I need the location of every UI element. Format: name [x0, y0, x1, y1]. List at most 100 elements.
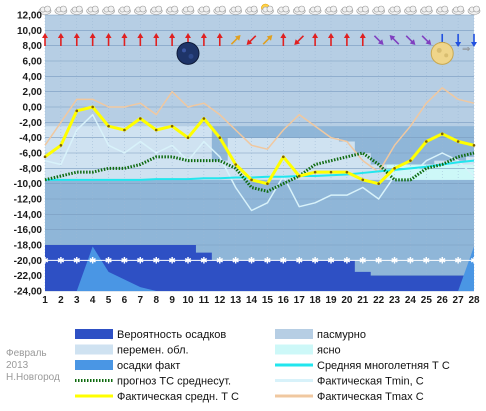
precip-marker: ✱ — [105, 256, 113, 266]
wind-arrow-icon — [343, 33, 350, 46]
tmean-point — [154, 128, 158, 132]
precip-marker: ✱ — [295, 256, 303, 266]
wind-arrow-icon — [421, 35, 432, 45]
wind-arrow-icon — [262, 35, 273, 45]
x-tick-label: 28 — [468, 295, 480, 306]
wind-arrow-icon — [312, 33, 319, 46]
watermark: Февраль 2013 Н.Новгород — [6, 348, 60, 384]
y-tick-label: -24,00 — [14, 287, 43, 298]
forecast-line — [44, 151, 475, 193]
legend-item: ясно — [275, 344, 341, 357]
legend-label: Средняя многолетняя Т С — [317, 360, 450, 372]
x-tick-label: 8 — [153, 295, 159, 306]
watermark-month: Февраль — [6, 348, 47, 359]
tmean-point — [297, 174, 301, 178]
wind-arrow-icon — [405, 35, 416, 45]
wind-arrow-icon — [455, 34, 462, 47]
y-tick-label: 0,00 — [23, 103, 43, 114]
x-tick-label: 26 — [437, 295, 449, 306]
legend-swatch — [275, 344, 313, 355]
x-tick-label: 4 — [90, 295, 96, 306]
x-tick-label: 23 — [389, 295, 401, 306]
cloud-icon — [467, 5, 481, 15]
cloud-icon — [38, 5, 52, 15]
precip-marker: ✱ — [168, 256, 176, 266]
precip-marker: ✱ — [280, 256, 288, 266]
cloud-icon — [213, 5, 227, 15]
legend-item: Фактическая Tmax C — [275, 391, 424, 403]
precip-marker: ✱ — [454, 256, 462, 266]
y-tick-label: -22,00 — [14, 271, 43, 282]
precip-probability-area — [45, 245, 474, 291]
y-tick-label: -14,00 — [14, 210, 43, 221]
y-tick-label: -18,00 — [14, 241, 43, 252]
tmean-point — [361, 178, 365, 182]
tmean-point — [345, 170, 349, 174]
wind-arrow-icon — [73, 33, 80, 46]
wind-arrow-icon — [153, 33, 160, 46]
tmean-point — [107, 124, 110, 128]
cloud-icon — [165, 5, 179, 15]
y-tick-label: -4,00 — [19, 133, 42, 144]
x-tick-label: 3 — [74, 295, 80, 306]
precip-marker: ✱ — [57, 256, 65, 266]
precip-marker: ✱ — [89, 256, 97, 266]
cloud-icon — [245, 5, 258, 15]
legend-label: ясно — [317, 345, 341, 357]
wind-arrow-icon — [105, 33, 112, 46]
sun-cloud-icon — [261, 3, 274, 15]
watermark-city: Н.Новгород — [6, 372, 60, 383]
legend: Вероятность осадков пасмурно перемен. обл.… — [75, 329, 450, 403]
y-tick-label: 2,00 — [23, 87, 43, 98]
precip-marker: ✱ — [407, 256, 415, 266]
wind-arrow-icon — [389, 35, 400, 45]
legend-item: Средняя многолетняя Т С — [275, 360, 450, 372]
legend-swatch — [275, 329, 313, 339]
x-tick-label: 1 — [42, 295, 48, 306]
legend-item: пасмурно — [275, 329, 366, 341]
cloud-icon — [277, 5, 290, 15]
legend-item: Вероятность осадков — [75, 329, 226, 341]
arrow-right-icon: ⇒ — [462, 44, 470, 55]
moon-phase-icons — [176, 41, 454, 65]
precipitation-layer: ✱ ✱ ✱ ✱ ✱ ✱ ✱ ✱ ✱ ✱ ✱ ✱ ✱ ✱ ✱ ✱ ✱ ✱ ✱ ✱ ✱ ✱ ✱ ✱ ✱ ✱ ✱ ✱ — [41, 245, 478, 291]
cloud-icon — [372, 5, 385, 15]
legend-item: перемен. обл. — [75, 344, 189, 357]
precip-marker: ✱ — [216, 256, 224, 266]
tmean-point — [123, 128, 126, 132]
tmean-point — [377, 182, 380, 185]
legend-item: Фактическая Tmin, С — [275, 376, 424, 388]
precip-marker: ✱ — [248, 256, 256, 266]
precip-marker: ✱ — [200, 256, 208, 266]
x-tick-label: 12 — [214, 295, 226, 306]
x-tick-label: 21 — [357, 295, 369, 306]
wind-arrow-icon — [246, 35, 257, 45]
wind-arrow-icon — [280, 33, 287, 46]
tmean-point — [409, 159, 412, 162]
tmean-point — [170, 124, 174, 128]
cloud-icon — [86, 5, 99, 15]
tmean-point — [59, 144, 63, 147]
cloud-icon — [404, 5, 417, 15]
watermark-year: 2013 — [6, 360, 29, 371]
precip-marker: ✱ — [423, 256, 431, 266]
cloud-icon — [54, 5, 68, 15]
x-tick-label: 14 — [246, 295, 258, 306]
legend-label: Фактическая Tmin, С — [317, 376, 424, 388]
wind-arrow-icon — [294, 35, 305, 45]
precip-marker: ✱ — [343, 256, 351, 266]
y-tick-label: -2,00 — [19, 118, 42, 129]
x-tick-label: 25 — [421, 295, 433, 306]
x-axis-ticks: 1 2 3 4 5 6 7 8 9 10 11 12 13 14 15 16 17 18 19 20 21 22 23 24 2… — [42, 295, 480, 306]
cloud-icon — [118, 5, 131, 15]
tmean-point — [91, 105, 94, 109]
y-tick-label: -12,00 — [14, 195, 43, 206]
precip-marker: ✱ — [311, 256, 319, 266]
precip-marker: ✱ — [121, 256, 129, 266]
legend-swatch — [75, 344, 113, 355]
tmean-point — [139, 117, 142, 120]
y-tick-label: 4,00 — [23, 72, 43, 83]
cloud-icon — [197, 5, 211, 15]
wind-arrow-icon — [230, 35, 241, 45]
x-tick-label: 19 — [325, 295, 337, 306]
